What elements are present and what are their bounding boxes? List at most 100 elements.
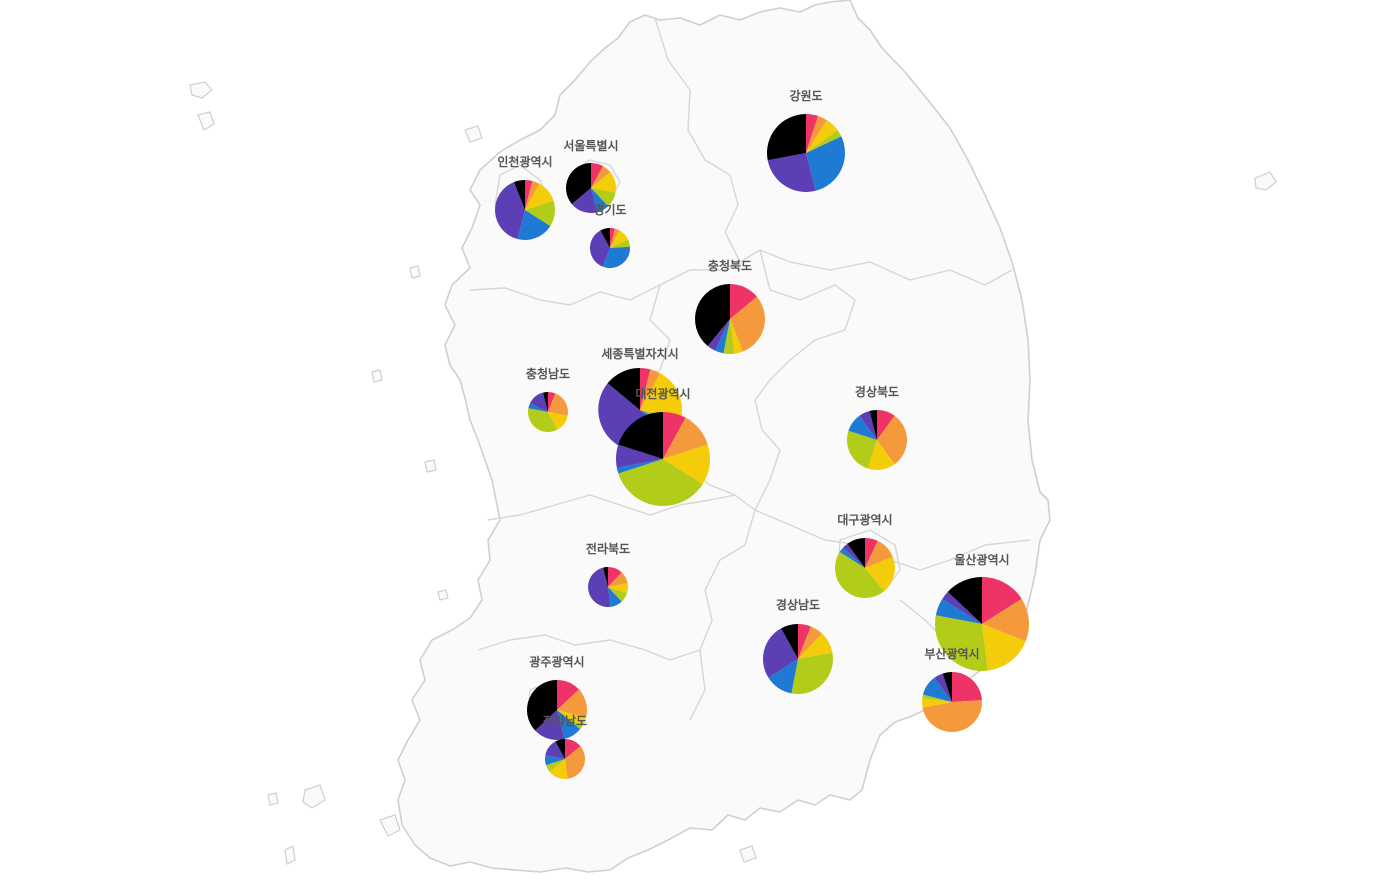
pie-slice[interactable] [982,577,1022,624]
pie-slice[interactable] [535,710,565,741]
pie-slice[interactable] [798,633,833,659]
pie-slice[interactable] [663,417,708,459]
pie-slice[interactable] [848,415,877,440]
pie-slice[interactable] [528,403,548,412]
pie-slice[interactable] [839,547,865,568]
pie-slice[interactable] [608,572,628,587]
pie-slice[interactable] [877,415,907,465]
pie-slice[interactable] [781,624,798,659]
pie-slice[interactable] [548,412,568,430]
region-pie-0[interactable] [766,113,846,192]
pie-slice[interactable] [517,210,551,241]
pie-slice[interactable] [806,114,819,153]
pie-slice[interactable] [525,180,533,210]
pie-slice[interactable] [877,410,895,440]
region-pie-3[interactable] [589,228,630,269]
pie-slice[interactable] [982,624,1026,671]
pie-slice[interactable] [806,120,838,153]
pie-slice[interactable] [565,163,591,204]
pie-slice[interactable] [557,680,579,710]
pie-slice[interactable] [934,615,988,672]
pie-slice[interactable] [608,567,622,587]
region-pie-13[interactable] [922,672,982,733]
region-pie-10[interactable] [588,567,629,607]
pie-slice[interactable] [867,440,895,470]
pie-slice[interactable] [588,567,611,607]
pie-slice[interactable] [663,412,686,459]
region-pie-14[interactable] [526,680,588,741]
pie-slice[interactable] [610,239,630,248]
pie-slice[interactable] [715,319,730,354]
pie-slice[interactable] [608,583,629,594]
pie-slice[interactable] [544,755,565,766]
pie-slice[interactable] [591,172,617,193]
pie-slice[interactable] [942,672,952,702]
region-pie-6[interactable] [527,392,569,433]
pie-slice[interactable] [602,246,630,269]
pie-slice[interactable] [934,673,952,702]
pie-slice[interactable] [591,188,609,213]
region-pie-12[interactable] [763,624,834,695]
pie-slice[interactable] [548,392,556,412]
pie-slice[interactable] [768,659,798,694]
region-pie-4[interactable] [694,284,765,354]
pie-slice[interactable] [591,166,611,188]
pie-slice[interactable] [922,700,982,733]
pie-slice[interactable] [730,296,765,352]
pie-slice[interactable] [591,188,616,207]
region-pie-15[interactable] [544,738,585,779]
pie-slice[interactable] [663,444,710,485]
pie-slice[interactable] [869,409,877,440]
pie-slice[interactable] [865,556,895,592]
pie-slice[interactable] [607,368,640,410]
pie-slice[interactable] [526,680,557,731]
pie-slice[interactable] [922,698,952,708]
pie-slice[interactable] [767,153,816,192]
pie-slice[interactable] [608,587,628,602]
pie-slice[interactable] [610,230,629,248]
pie-slice[interactable] [922,677,952,702]
pie-slice[interactable] [694,284,730,346]
pie-slice[interactable] [730,284,757,319]
pie-slice[interactable] [545,741,565,759]
pie-slice[interactable] [525,183,554,210]
pie-slice[interactable] [847,538,865,568]
pie-slice[interactable] [557,689,588,718]
pie-slice[interactable] [616,459,663,474]
pie-slice[interactable] [798,626,822,659]
pie-slice[interactable] [798,624,811,659]
pie-slice[interactable] [603,567,608,587]
pie-slice[interactable] [835,551,885,599]
pie-slice[interactable] [791,652,834,695]
region-pie-2[interactable] [495,180,555,241]
pie-slice[interactable] [730,319,743,354]
pie-slice[interactable] [618,412,663,459]
pie-slice[interactable] [707,319,730,351]
pie-slice[interactable] [723,319,735,354]
pie-slice[interactable] [618,459,703,506]
pie-slice[interactable] [640,368,651,410]
pie-slice[interactable] [600,228,610,248]
pie-slice[interactable] [608,587,622,607]
pie-slice[interactable] [591,162,604,188]
pie-slice[interactable] [513,180,525,210]
pie-slice[interactable] [571,188,598,213]
pie-slice[interactable] [525,200,555,227]
region-pie-1[interactable] [565,162,617,213]
pie-slice[interactable] [610,228,620,248]
pie-slice[interactable] [640,373,683,418]
region-pie-8[interactable] [847,409,907,470]
pie-slice[interactable] [859,410,877,440]
pie-slice[interactable] [557,710,581,740]
pie-slice[interactable] [495,182,525,240]
region-pie-7[interactable] [615,412,710,506]
pie-slice[interactable] [843,543,865,568]
pie-slice[interactable] [806,136,846,191]
pie-slice[interactable] [865,540,893,568]
pie-slice[interactable] [548,393,569,416]
pie-slice[interactable] [527,408,558,433]
region-pie-9[interactable] [835,538,895,599]
pie-slice[interactable] [763,628,798,678]
pie-slice[interactable] [766,113,806,161]
pie-slice[interactable] [952,672,982,702]
